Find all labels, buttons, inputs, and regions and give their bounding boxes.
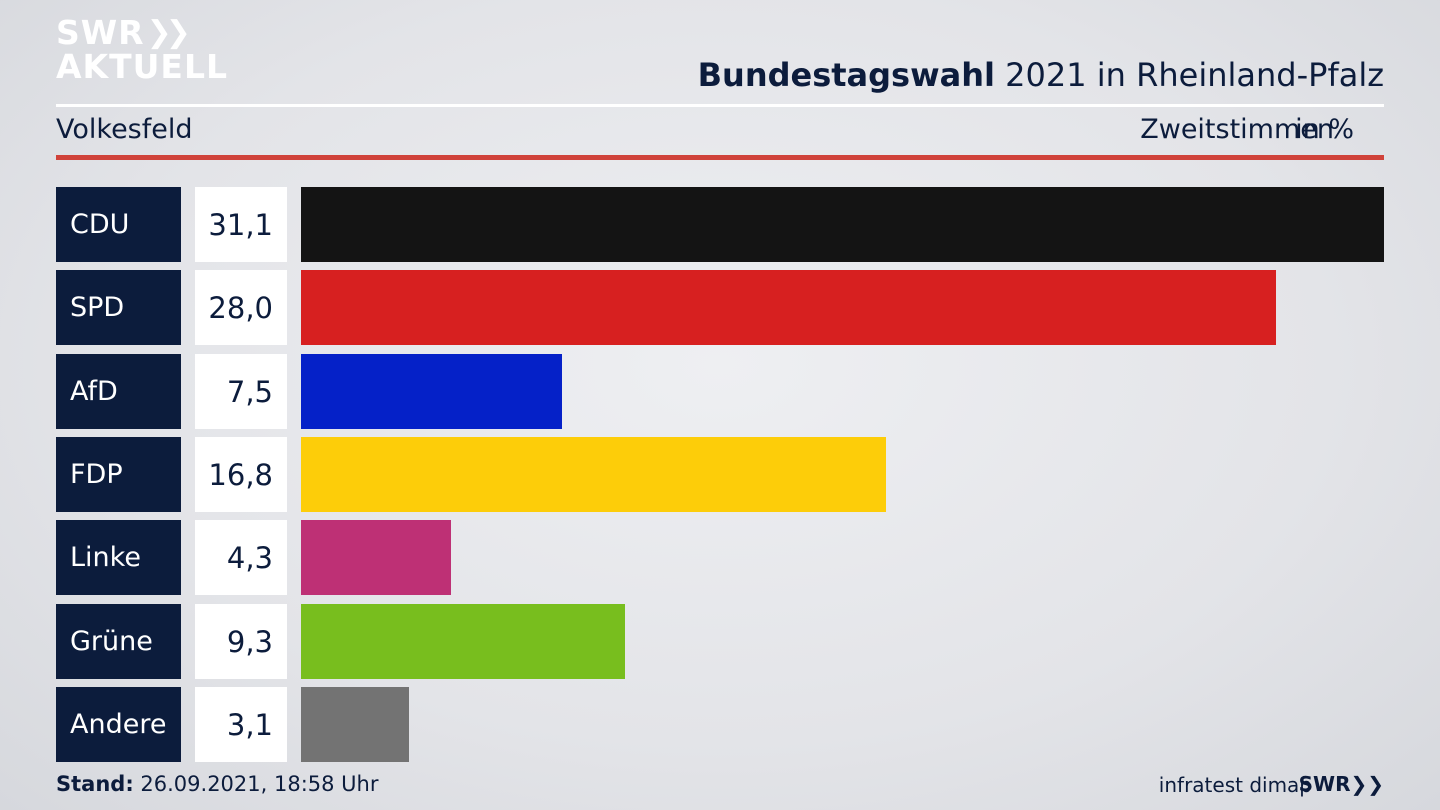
bar-5 (301, 604, 625, 679)
bar-3 (301, 437, 886, 512)
swr-brand-text: SWR (1298, 772, 1351, 796)
unit-label: in % (1295, 114, 1354, 145)
data-source: infratest dimap (1158, 773, 1312, 797)
bar-2 (301, 354, 562, 429)
value-label-4: 4,3 (195, 520, 287, 595)
value-label-3: 16,8 (195, 437, 287, 512)
party-label-1: SPD (56, 270, 181, 345)
value-label-1: 28,0 (195, 270, 287, 345)
logo-aktuell-text: AKTUELL (56, 47, 229, 86)
value-label-5: 9,3 (195, 604, 287, 679)
value-label-6: 3,1 (195, 687, 287, 762)
party-label-5: Grüne (56, 604, 181, 679)
swr-brand-logo: SWR❯❯ (1299, 772, 1384, 796)
chart-title-bold: Bundestagswahl (697, 56, 995, 94)
logo-swr-text: SWR (56, 13, 145, 52)
party-label-6: Andere (56, 687, 181, 762)
value-label-2: 7,5 (195, 354, 287, 429)
bar-0 (301, 187, 1384, 262)
bar-4 (301, 520, 451, 595)
party-label-3: FDP (56, 437, 181, 512)
header-divider (56, 104, 1384, 107)
timestamp: Stand: 26.09.2021, 18:58 Uhr (56, 772, 379, 796)
chart-title: Bundestagswahl 2021 in Rheinland-Pfalz (698, 56, 1384, 94)
value-label-0: 31,1 (195, 187, 287, 262)
logo-chevron-icon: ❯❯ (146, 15, 191, 50)
constituency-name: Volkesfeld (56, 114, 193, 145)
stand-label: Stand: (56, 772, 134, 796)
bar-1 (301, 270, 1276, 345)
swr-chevron-icon: ❯❯ (1350, 772, 1384, 796)
stand-value: 26.09.2021, 18:58 Uhr (133, 772, 379, 796)
accent-divider (56, 155, 1384, 160)
party-label-2: AfD (56, 354, 181, 429)
bar-6 (301, 687, 409, 762)
chart-title-rest: 2021 in Rheinland-Pfalz (995, 56, 1384, 94)
party-label-0: CDU (56, 187, 181, 262)
party-label-4: Linke (56, 520, 181, 595)
swr-aktuell-logo: SWR ❯❯ AKTUELL (56, 16, 228, 84)
measure-label: Zweitstimmen (1140, 114, 1334, 145)
